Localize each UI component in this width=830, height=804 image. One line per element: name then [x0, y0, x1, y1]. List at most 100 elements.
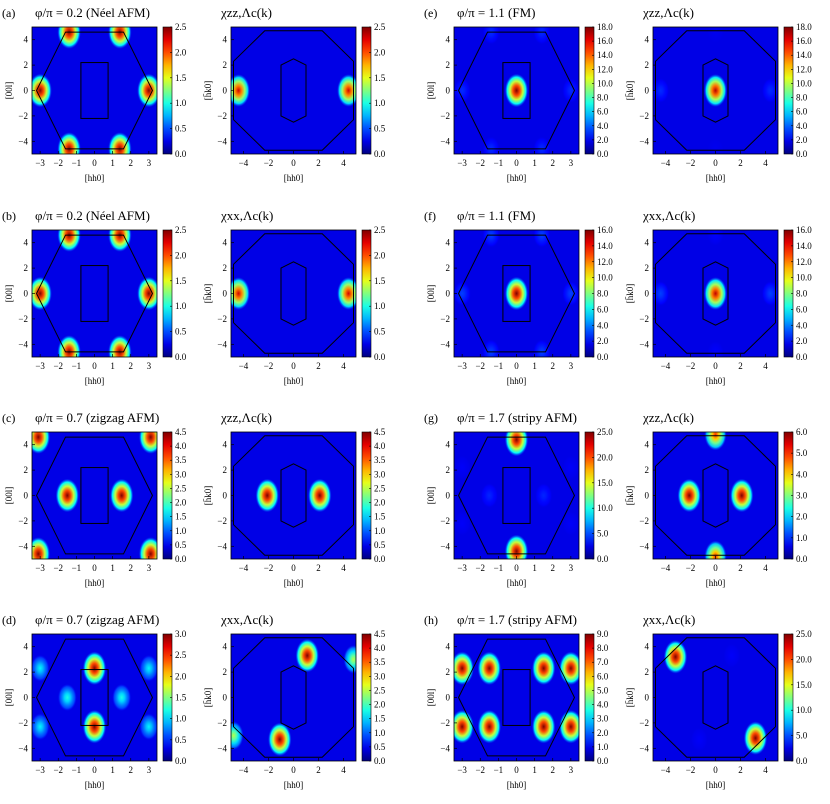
x-tick-label: −2 [475, 563, 485, 573]
brillouin-zone-inner [80, 62, 109, 119]
x-tick-label: 2 [128, 765, 133, 775]
x-axis-label: [hh0] [85, 376, 105, 386]
colorbar-tick-label: 15.0 [597, 478, 613, 488]
colorbar-tick-label: 4.0 [597, 700, 609, 710]
x-tick-label: −3 [35, 361, 45, 371]
x-tick-label: 1 [110, 361, 115, 371]
brillouin-zone-outer [457, 436, 576, 555]
colorbar [783, 26, 794, 155]
x-tick-label: −4 [661, 765, 671, 775]
panel-title: φ/π = 0.7 (zigzag AFM) [35, 410, 159, 425]
y-tick-label: 4 [24, 238, 29, 248]
colorbar-tick-label: 0.5 [175, 540, 187, 550]
panel-title: χzz,Λc(k) [642, 410, 694, 425]
colorbar-tick-label: 10.0 [796, 273, 812, 283]
y-tick-label: 4 [645, 642, 650, 652]
colorbar-tick-label: 1.5 [175, 276, 187, 286]
heatmap-peak [308, 478, 332, 513]
y-tick-label: 4 [24, 35, 29, 45]
colorbar-tick-label: 0.0 [597, 352, 609, 362]
panel-7: −4 −2 0 2 4 4 2 0 −2 −4 [hh0] [h̄k0] χxx,Λc(k) 0.0 2.0… [625, 208, 812, 386]
x-tick-label: 4 [341, 765, 346, 775]
colorbar-tick-label: 16.0 [597, 36, 613, 46]
colorbar-tick-label: 2.5 [374, 685, 386, 695]
heatmap-peak [139, 654, 157, 682]
colorbar-tick-label: 12.0 [796, 257, 812, 267]
colorbar-tick-label: 1.5 [175, 512, 187, 522]
x-tick-label: 4 [763, 765, 768, 775]
x-tick-label: −1 [72, 361, 82, 371]
heatmap-peak [112, 683, 132, 712]
x-tick-label: −2 [475, 158, 485, 168]
y-tick-label: −4 [18, 541, 28, 551]
x-axis-label: [hh0] [284, 780, 304, 790]
brillouin-zone-inner [702, 58, 729, 123]
colorbar-tick-label: 12.0 [597, 257, 613, 267]
y-tick-label: −4 [217, 339, 227, 349]
colorbar-tick-label: 12.0 [597, 64, 613, 74]
zone-lines [457, 638, 576, 757]
colorbar-tick-label: 2.0 [796, 336, 808, 346]
colorbar-tick-label: 10.0 [597, 503, 613, 513]
heatmap-peaks [454, 432, 579, 559]
y-tick-label: 0 [645, 491, 650, 501]
x-tick-label: 4 [341, 158, 346, 168]
x-tick-label: −3 [457, 158, 467, 168]
colorbar-tick-label: 20.0 [796, 654, 812, 664]
y-tick-label: 2 [645, 60, 650, 70]
y-axis-label: [00l] [4, 82, 14, 100]
colorbar-tick-label: 0.0 [374, 149, 386, 159]
colorbar-tick-label: 3.0 [175, 629, 187, 639]
colorbar-tick-label: 6.0 [597, 671, 609, 681]
brillouin-zone-outer [655, 233, 776, 354]
zone-lines [457, 436, 576, 555]
heatmap-background [32, 432, 157, 559]
heatmap-peak [730, 478, 754, 513]
colorbar [162, 26, 173, 155]
colorbar [361, 431, 372, 560]
colorbar-tick-label: 1.0 [374, 98, 386, 108]
colorbar-tick-label: 12.0 [796, 64, 812, 74]
y-tick-label: −4 [639, 136, 649, 146]
panel-label: (h) [424, 613, 438, 627]
heatmap-peak [677, 478, 701, 513]
y-tick-label: 2 [24, 60, 29, 70]
colorbar-tick-label: 14.0 [796, 241, 812, 251]
y-tick-label: 4 [645, 440, 650, 450]
heatmap-peak [295, 638, 319, 673]
y-axis-label: [00l] [426, 487, 436, 505]
colorbar-tick-label: 2.0 [597, 728, 609, 738]
x-tick-label: 1 [532, 361, 537, 371]
brillouin-zone-outer [35, 31, 154, 150]
colorbar-tick-label: 10.0 [796, 705, 812, 715]
x-tick-label: 2 [738, 765, 743, 775]
colorbar-tick-label: 3.5 [374, 657, 386, 667]
colorbar-tick-label: 0.5 [175, 124, 187, 134]
heatmap-peak [562, 78, 579, 103]
heatmap-peak [533, 136, 551, 154]
heatmap-peak [82, 651, 107, 686]
x-tick-label: −1 [494, 563, 504, 573]
colorbar-tick-label: 1.0 [175, 98, 187, 108]
colorbar-tick-label: 2.5 [175, 22, 187, 32]
y-tick-label: 0 [446, 289, 451, 299]
heatmap-peaks [677, 432, 754, 559]
colorbar [584, 431, 595, 560]
colorbar-tick-label: 14.0 [597, 50, 613, 60]
colorbar-tick-label: 4.0 [597, 320, 609, 330]
heatmap-peak [477, 651, 502, 686]
x-tick-label: −2 [53, 158, 63, 168]
colorbar-tick-label: 1.5 [374, 714, 386, 724]
colorbar-tick-label: 0.5 [374, 124, 386, 134]
zone-lines [233, 637, 354, 758]
y-tick-label: 0 [446, 693, 451, 703]
heatmap-peak [480, 483, 498, 508]
x-tick-label: 2 [738, 361, 743, 371]
heatmap-background [231, 230, 356, 357]
heatmap-peak [653, 78, 670, 103]
panel-title: χzz,Λc(k) [642, 5, 694, 20]
x-tick-label: 0 [291, 361, 296, 371]
heatmap-background [32, 230, 157, 357]
colorbar-tick-label: 0.0 [374, 756, 386, 766]
